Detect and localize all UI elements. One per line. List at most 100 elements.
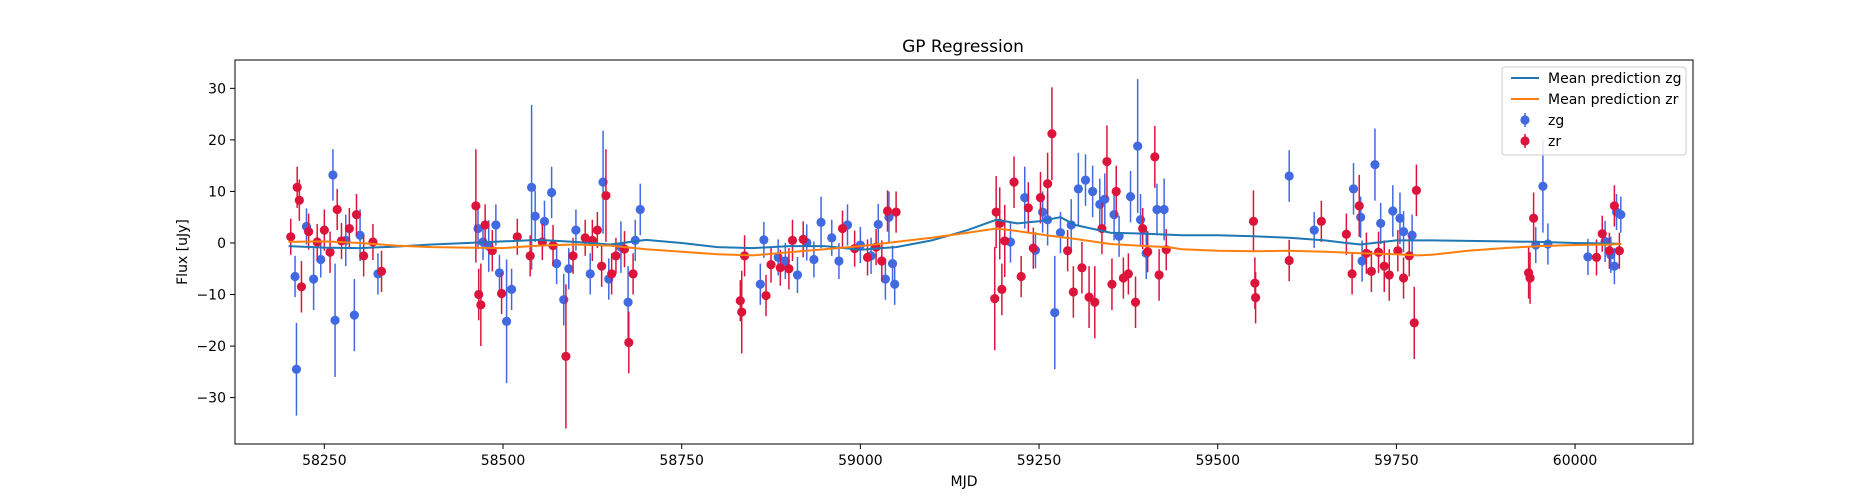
zg-point bbox=[873, 219, 883, 230]
zr-point bbox=[1529, 213, 1539, 223]
x-tick-label: 58750 bbox=[659, 453, 704, 469]
zg-point bbox=[1159, 204, 1169, 215]
zg-point bbox=[1583, 252, 1593, 262]
zr-point bbox=[1609, 201, 1619, 211]
legend-label: Mean prediction zg bbox=[1548, 71, 1682, 87]
zg-point bbox=[780, 256, 790, 266]
plot-area bbox=[286, 79, 1626, 429]
zg-point bbox=[349, 310, 359, 320]
chart-title: GP Regression bbox=[902, 37, 1024, 57]
zg-point bbox=[530, 211, 540, 221]
x-tick-label: 58250 bbox=[302, 453, 347, 469]
zr-point bbox=[1347, 269, 1357, 279]
zr-point bbox=[990, 294, 1000, 304]
zr-point bbox=[766, 260, 776, 270]
zr-point bbox=[568, 251, 578, 261]
zr-point bbox=[1102, 156, 1112, 167]
zr-point bbox=[798, 234, 808, 244]
zg-point bbox=[1616, 210, 1626, 220]
zg-point bbox=[809, 254, 819, 265]
zg-point bbox=[1309, 225, 1319, 235]
zg-point bbox=[585, 269, 595, 279]
zg-point bbox=[1038, 207, 1048, 217]
zg-point bbox=[559, 295, 569, 305]
zg-point bbox=[635, 204, 645, 215]
legend-label: zg bbox=[1548, 113, 1564, 129]
zg-point bbox=[792, 270, 803, 280]
zr-point bbox=[601, 190, 611, 201]
zg-point bbox=[355, 230, 365, 240]
zg-point bbox=[1388, 206, 1398, 216]
zg-point bbox=[880, 274, 890, 284]
zr-point bbox=[580, 233, 590, 243]
zr-point bbox=[1016, 271, 1026, 282]
y-tick-label: 10 bbox=[208, 184, 226, 200]
zg-point bbox=[539, 216, 550, 226]
zr-point bbox=[1077, 263, 1087, 273]
zg-point bbox=[491, 220, 501, 230]
zr-point bbox=[332, 204, 342, 215]
zg-point bbox=[1398, 227, 1409, 237]
zg-point bbox=[316, 254, 326, 265]
zr-point bbox=[1316, 216, 1326, 226]
zg-point bbox=[827, 233, 837, 243]
zr-point bbox=[512, 232, 522, 242]
zr-point bbox=[862, 252, 873, 263]
zr-point bbox=[1023, 203, 1033, 213]
zr-point bbox=[787, 235, 798, 246]
legend-point-swatch bbox=[1520, 115, 1530, 125]
zr-point bbox=[496, 288, 507, 299]
line-mean-prediction-zr bbox=[288, 227, 1622, 257]
zg-point bbox=[1395, 213, 1405, 223]
zg-point bbox=[564, 264, 574, 274]
zr-point bbox=[292, 182, 302, 192]
zr-point bbox=[1111, 186, 1121, 197]
zr-point bbox=[296, 282, 307, 292]
zr-point bbox=[1284, 255, 1294, 266]
zg-point bbox=[1125, 191, 1136, 202]
zg-point bbox=[816, 217, 826, 227]
zg-point bbox=[291, 364, 302, 374]
zr-point bbox=[891, 207, 901, 217]
zr-point bbox=[597, 261, 607, 271]
zr-point bbox=[1035, 193, 1046, 203]
zg-point bbox=[1284, 171, 1294, 181]
y-tick-label: −30 bbox=[196, 391, 226, 407]
zr-point bbox=[325, 247, 335, 257]
zr-point bbox=[1068, 287, 1078, 297]
zr-point bbox=[1525, 273, 1535, 283]
zg-point bbox=[1073, 184, 1083, 194]
zg-point bbox=[290, 271, 300, 282]
zr-point bbox=[1379, 261, 1389, 271]
zg-point bbox=[1050, 307, 1060, 318]
zg-point bbox=[494, 268, 505, 278]
zg-point bbox=[1376, 218, 1386, 228]
legend-box bbox=[1501, 66, 1687, 156]
series-zr bbox=[286, 87, 1624, 429]
zg-point bbox=[1609, 261, 1619, 271]
zg-point bbox=[834, 256, 844, 266]
zr-point bbox=[1393, 246, 1403, 256]
legend: Mean prediction zg Mean prediction zr zg zr bbox=[1501, 66, 1687, 156]
zr-point bbox=[1150, 152, 1160, 162]
zr-point bbox=[336, 236, 347, 246]
zr-point bbox=[294, 195, 304, 205]
zr-point bbox=[525, 251, 535, 261]
line-mean-prediction-zg bbox=[288, 216, 1622, 251]
x-tick-label: 59250 bbox=[1017, 453, 1062, 469]
zr-point bbox=[882, 206, 893, 216]
zg-point bbox=[623, 297, 633, 307]
zr-point bbox=[286, 232, 296, 242]
zr-point bbox=[1373, 247, 1384, 257]
legend-label: Mean prediction zr bbox=[1548, 92, 1679, 108]
zr-point bbox=[737, 307, 747, 317]
zg-point bbox=[506, 284, 517, 294]
zg-point bbox=[1538, 181, 1548, 191]
zr-point bbox=[1107, 279, 1117, 289]
zg-point bbox=[501, 316, 512, 326]
y-tick-label: −20 bbox=[196, 339, 226, 355]
zr-point bbox=[1366, 266, 1376, 276]
zr-point bbox=[1143, 247, 1153, 257]
x-axis: 58250 58500 58750 59000 59250 59500 59750 60000 bbox=[302, 444, 1597, 469]
zg-point bbox=[755, 279, 765, 289]
